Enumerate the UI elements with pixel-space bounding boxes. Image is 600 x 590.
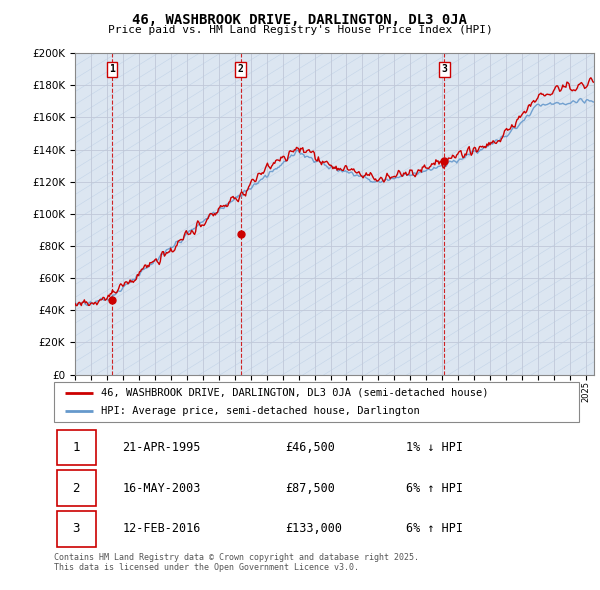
Text: HPI: Average price, semi-detached house, Darlington: HPI: Average price, semi-detached house,… — [101, 405, 420, 415]
FancyBboxPatch shape — [56, 430, 96, 466]
Text: £87,500: £87,500 — [285, 481, 335, 495]
Text: 1: 1 — [73, 441, 80, 454]
Text: 2: 2 — [238, 64, 244, 74]
Text: 1% ↓ HPI: 1% ↓ HPI — [406, 441, 463, 454]
Text: 12-FEB-2016: 12-FEB-2016 — [122, 522, 200, 535]
Text: 46, WASHBROOK DRIVE, DARLINGTON, DL3 0JA (semi-detached house): 46, WASHBROOK DRIVE, DARLINGTON, DL3 0JA… — [101, 388, 489, 398]
Text: Price paid vs. HM Land Registry's House Price Index (HPI): Price paid vs. HM Land Registry's House … — [107, 25, 493, 35]
FancyBboxPatch shape — [56, 470, 96, 506]
Text: Contains HM Land Registry data © Crown copyright and database right 2025.
This d: Contains HM Land Registry data © Crown c… — [54, 553, 419, 572]
Text: 6% ↑ HPI: 6% ↑ HPI — [406, 522, 463, 535]
Text: 1: 1 — [109, 64, 115, 74]
Text: £133,000: £133,000 — [285, 522, 342, 535]
Text: 46, WASHBROOK DRIVE, DARLINGTON, DL3 0JA: 46, WASHBROOK DRIVE, DARLINGTON, DL3 0JA — [133, 13, 467, 27]
Text: 16-MAY-2003: 16-MAY-2003 — [122, 481, 200, 495]
Text: 3: 3 — [73, 522, 80, 535]
Text: 6% ↑ HPI: 6% ↑ HPI — [406, 481, 463, 495]
FancyBboxPatch shape — [56, 511, 96, 546]
Text: £46,500: £46,500 — [285, 441, 335, 454]
Text: 3: 3 — [441, 64, 447, 74]
Text: 21-APR-1995: 21-APR-1995 — [122, 441, 200, 454]
FancyBboxPatch shape — [54, 382, 579, 422]
Text: 2: 2 — [73, 481, 80, 495]
